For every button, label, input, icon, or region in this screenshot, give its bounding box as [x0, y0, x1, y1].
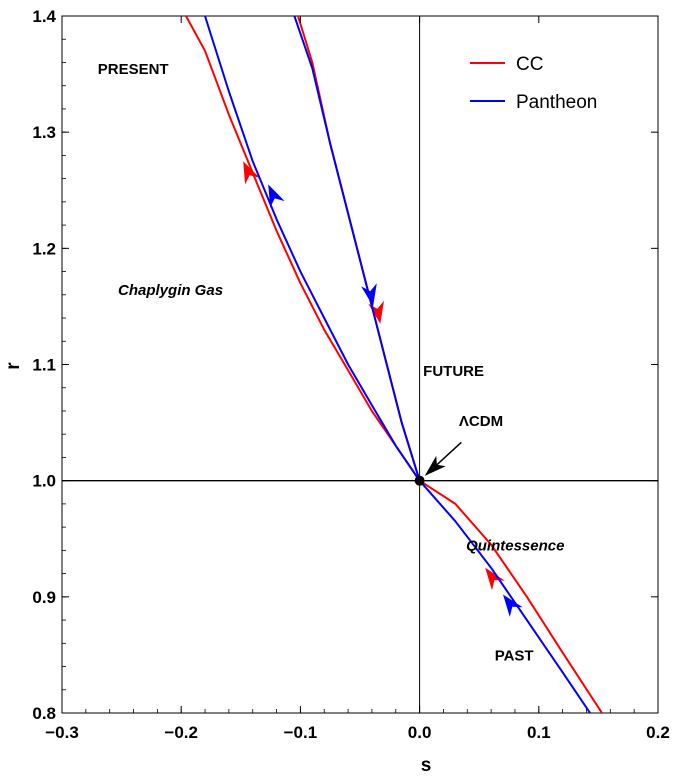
plot-frame [61, 15, 659, 714]
y-tick-label: 1.1 [32, 356, 56, 375]
x-tick-label: −0.3 [45, 723, 79, 742]
pantheon-direction-arrow [268, 184, 285, 208]
lcdm-pointer-line [434, 441, 462, 468]
x-tick-label: −0.2 [164, 723, 198, 742]
cc-curve-branch-1 [185, 16, 603, 713]
y-tick-label: 0.8 [32, 704, 56, 723]
pantheon-direction-arrow [503, 594, 523, 617]
x-tick-label: 0.1 [527, 723, 551, 742]
pantheon-curve-branch-2 [293, 16, 421, 481]
annotation-quintessence: Quintessence [466, 537, 564, 554]
cc-direction-arrow [243, 161, 260, 185]
y-tick-label: 1.0 [32, 472, 56, 491]
y-tick-label: 1.4 [32, 7, 56, 26]
x-tick-label: 0.2 [646, 723, 670, 742]
x-tick-label: 0.0 [408, 723, 432, 742]
x-axis-title: s [421, 755, 432, 776]
pantheon-curve-branch-1 [204, 16, 591, 713]
y-tick-label: 1.3 [32, 123, 56, 142]
cc-direction-arrow [485, 567, 505, 591]
cc-legend-label: CC [516, 54, 543, 75]
lcdm-fixed-point [414, 475, 425, 486]
annotation-past: PAST [495, 648, 534, 665]
pantheon-legend-label: Pantheon [516, 92, 597, 113]
lcdm-pointer-arrowhead [424, 455, 446, 476]
annotation-future: FUTURE [423, 363, 484, 380]
y-tick-label: 1.2 [32, 239, 56, 258]
pantheon-direction-arrow [361, 283, 377, 307]
x-tick-label: −0.1 [284, 723, 318, 742]
annotation-present: PRESENT [98, 61, 169, 78]
y-tick-label: 0.9 [32, 588, 56, 607]
y-axis-title: r [3, 362, 24, 370]
annotation-chaplygin-gas: Chaplygin Gas [118, 282, 223, 299]
annotation-cdm: ΛCDM [459, 413, 503, 430]
